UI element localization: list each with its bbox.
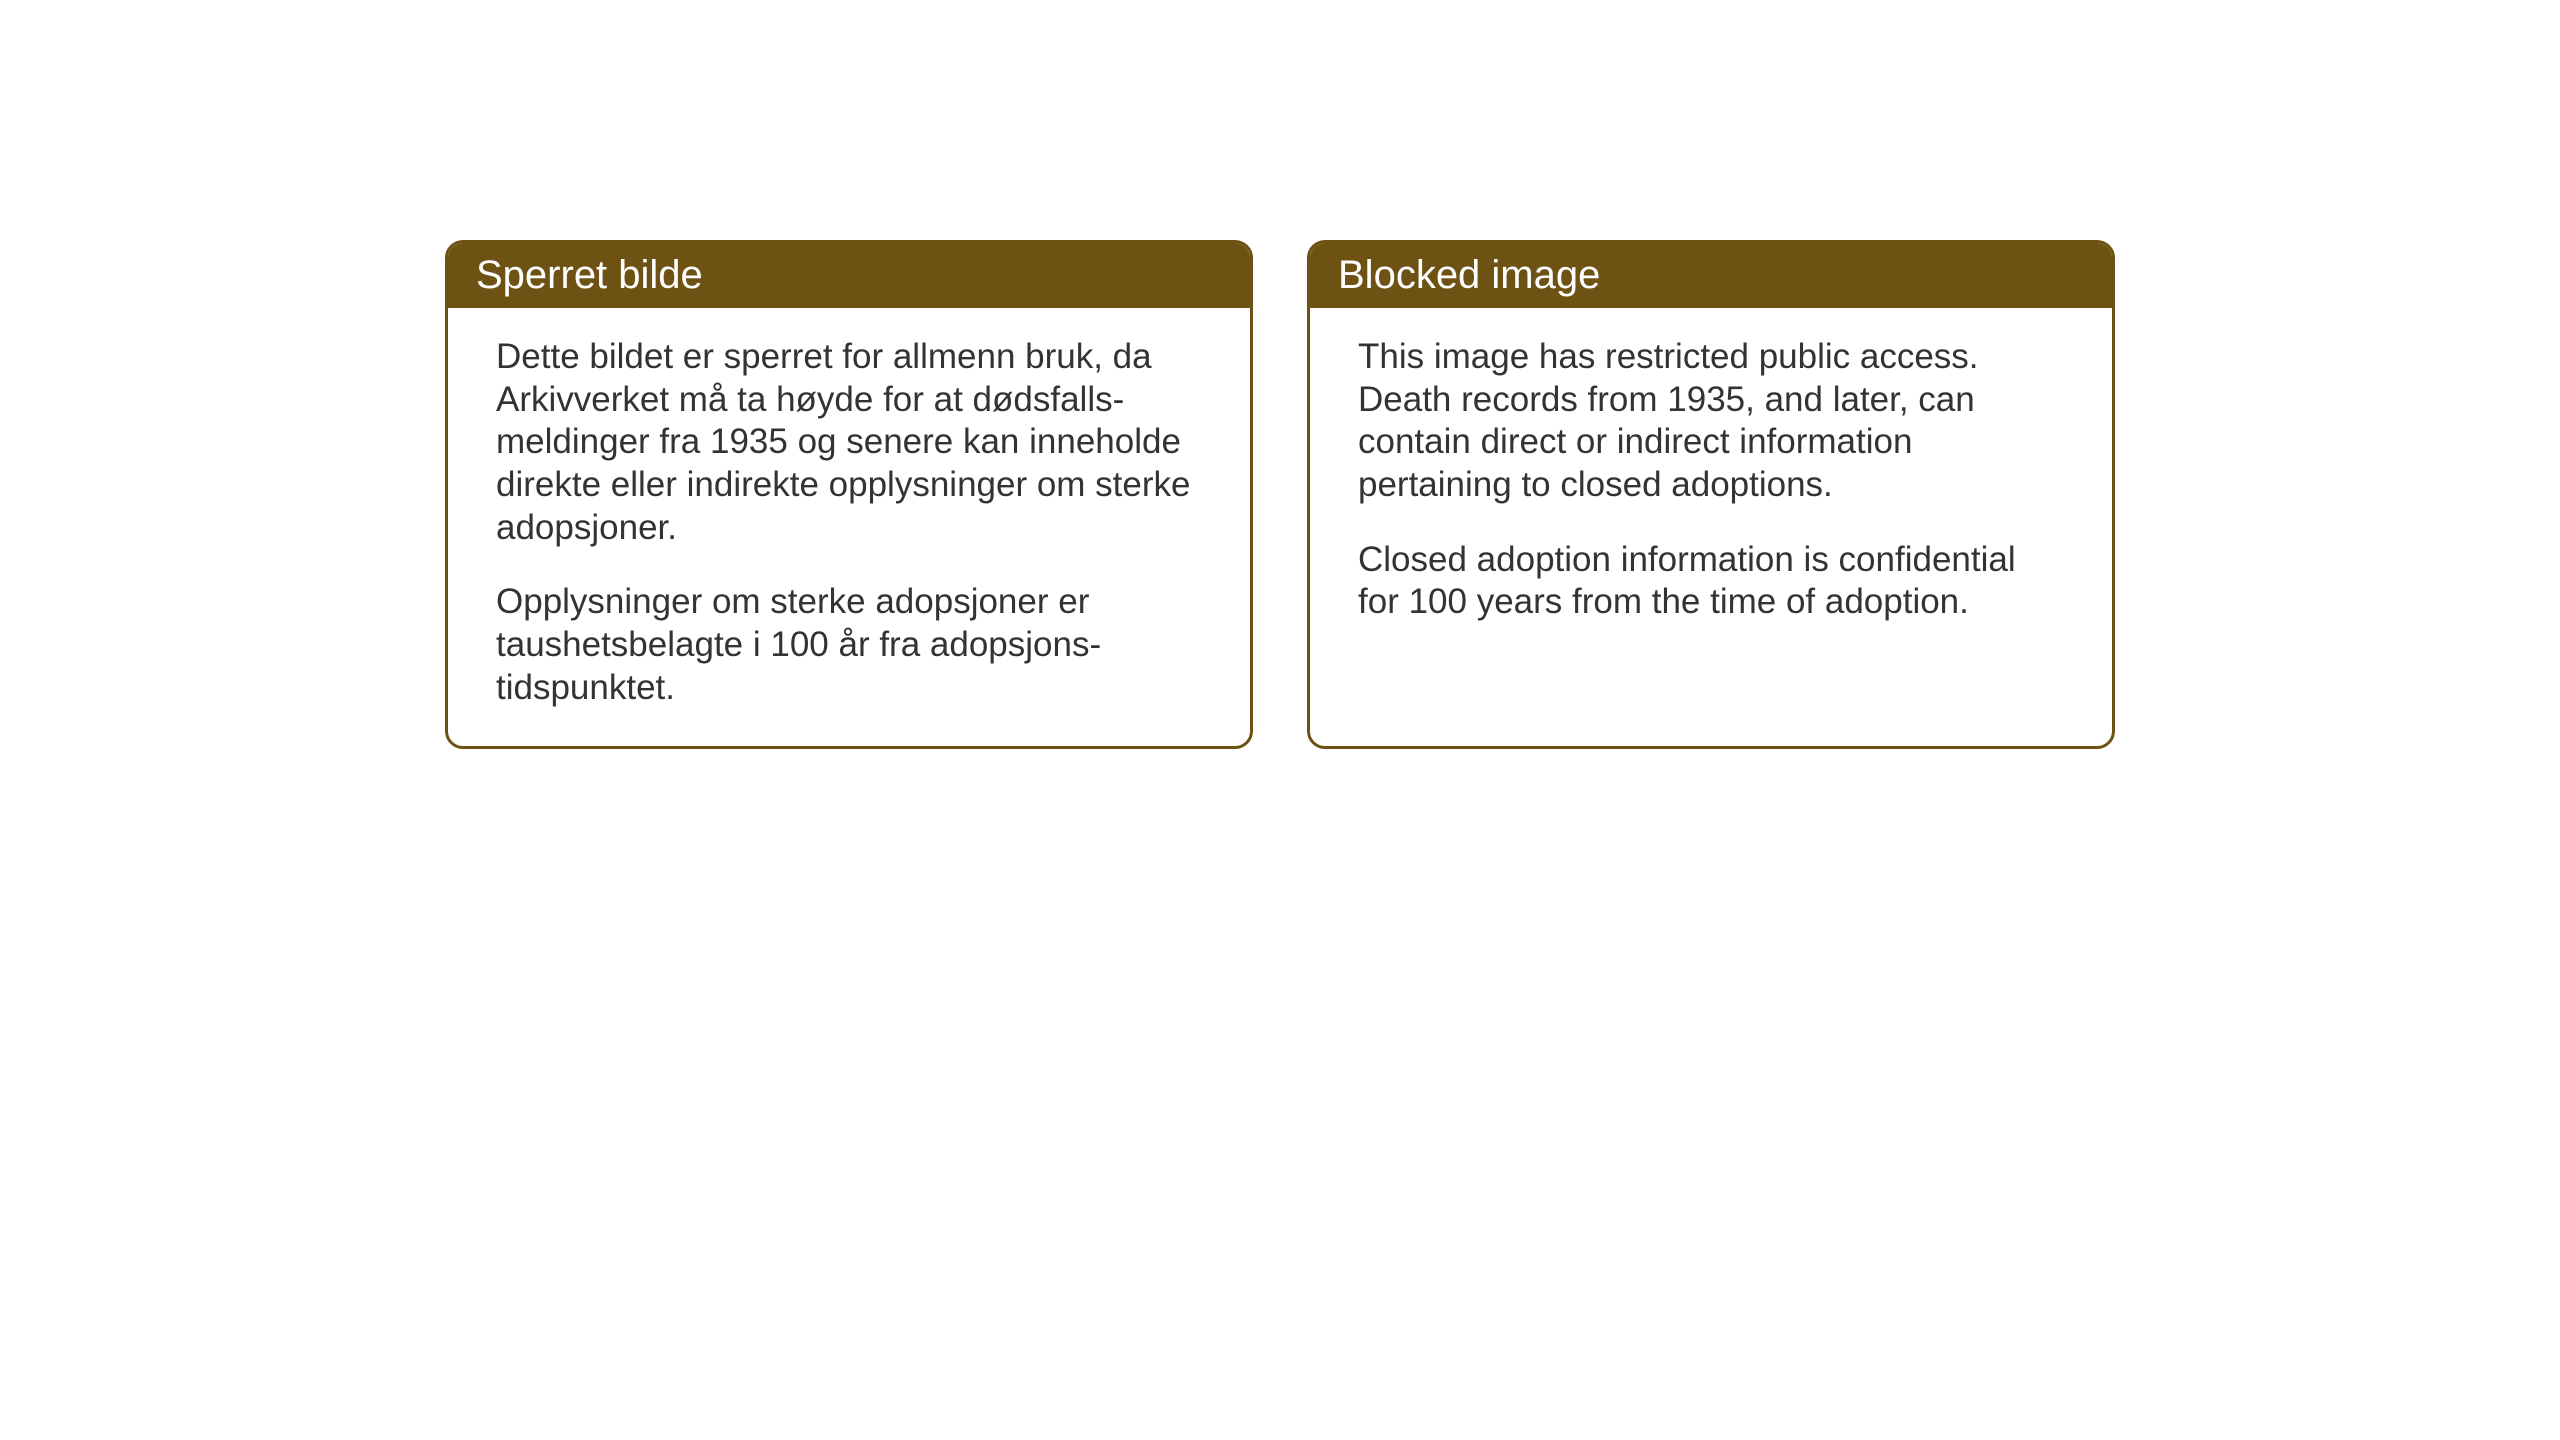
notice-header-english: Blocked image — [1310, 243, 2112, 308]
notice-paragraph: This image has restricted public access.… — [1358, 336, 2064, 507]
notice-paragraph: Closed adoption information is confident… — [1358, 539, 2064, 624]
notice-paragraph: Dette bildet er sperret for allmenn bruk… — [496, 336, 1202, 549]
notice-paragraph: Opplysninger om sterke adopsjoner er tau… — [496, 581, 1202, 709]
notice-body-norwegian: Dette bildet er sperret for allmenn bruk… — [448, 308, 1250, 746]
notice-header-norwegian: Sperret bilde — [448, 243, 1250, 308]
notice-box-norwegian: Sperret bilde Dette bildet er sperret fo… — [445, 240, 1253, 749]
notice-container: Sperret bilde Dette bildet er sperret fo… — [0, 0, 2560, 749]
notice-box-english: Blocked image This image has restricted … — [1307, 240, 2115, 749]
notice-body-english: This image has restricted public access.… — [1310, 308, 2112, 728]
